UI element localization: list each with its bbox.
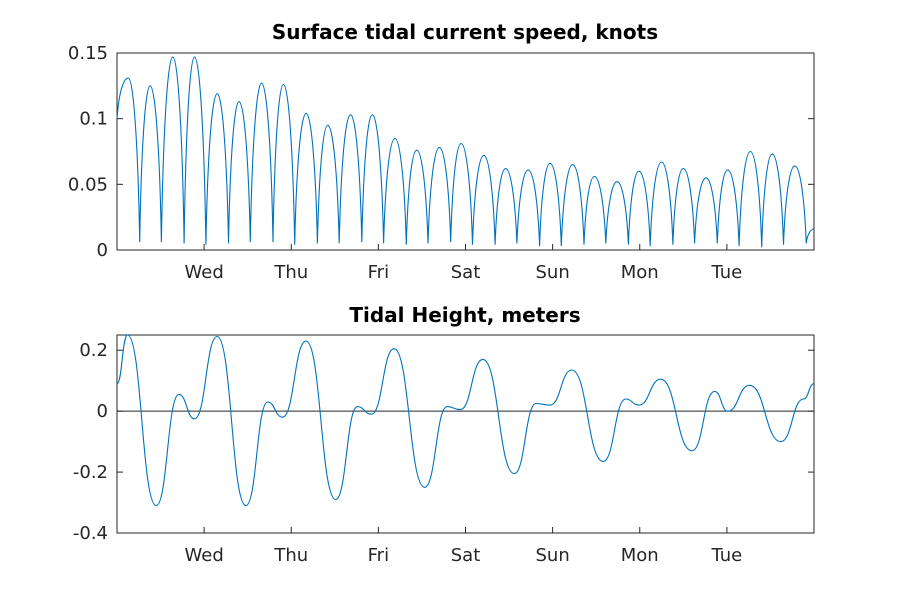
current-speed-x-tick-label: Tue xyxy=(711,262,743,283)
tidal-height-x-tick-label: Mon xyxy=(621,545,659,566)
current-speed-y-ticks: 0 0.05 0.1 0.15 xyxy=(68,43,814,261)
tidal-height-y-ticks: -0.4 -0.2 0 0.2 xyxy=(73,340,814,544)
current-speed-title: Surface tidal current speed, knots xyxy=(272,20,658,44)
current-speed-x-tick-label: Thu xyxy=(273,262,308,283)
current-speed-y-tick-label: 0.05 xyxy=(68,174,108,195)
current-speed-y-tick-label: 0.15 xyxy=(68,43,108,64)
tidal-height-y-tick-label: 0 xyxy=(97,401,108,422)
tidal-height-x-tick-label: Fri xyxy=(368,545,389,566)
tidal-height-x-tick-label: Wed xyxy=(185,545,224,566)
tidal-height-axes xyxy=(116,334,815,534)
tidal-height-x-tick-label: Tue xyxy=(711,545,743,566)
tidal-height-x-tick-label: Sat xyxy=(451,545,481,566)
current-speed-x-tick-label: Sat xyxy=(451,262,481,283)
current-speed-y-tick-label: 0 xyxy=(97,240,108,261)
current-speed-x-tick-label: Wed xyxy=(185,262,224,283)
current-speed-x-tick-label: Fri xyxy=(368,262,389,283)
tidal-height-y-tick-label: 0.2 xyxy=(79,340,108,361)
current-speed-axes xyxy=(116,52,815,251)
current-speed-x-tick-label: Sun xyxy=(536,262,570,283)
current-speed-x-tick-label: Mon xyxy=(621,262,659,283)
tidal-height-line xyxy=(116,334,815,507)
tidal-height-panel: Tidal Height, meters -0.4 -0.2 0 0.2 Wed Thu… xyxy=(73,303,815,566)
current-speed-y-tick-label: 0.1 xyxy=(79,109,108,130)
tidal-height-y-tick-label: -0.4 xyxy=(73,523,108,544)
tidal-height-x-tick-label: Sun xyxy=(536,545,570,566)
current-speed-panel: Surface tidal current speed, knots 0 0.05… xyxy=(68,20,815,283)
tidal-height-x-tick-label: Thu xyxy=(273,545,308,566)
tidal-height-title: Tidal Height, meters xyxy=(349,303,580,327)
tidal-height-y-tick-label: -0.2 xyxy=(73,462,108,483)
current-speed-x-ticks: Wed Thu Fri Sat Sun Mon Tue xyxy=(185,244,743,283)
tidal-height-x-ticks: Wed Thu Fri Sat Sun Mon Tue xyxy=(185,527,743,566)
current-speed-line xyxy=(116,56,815,248)
